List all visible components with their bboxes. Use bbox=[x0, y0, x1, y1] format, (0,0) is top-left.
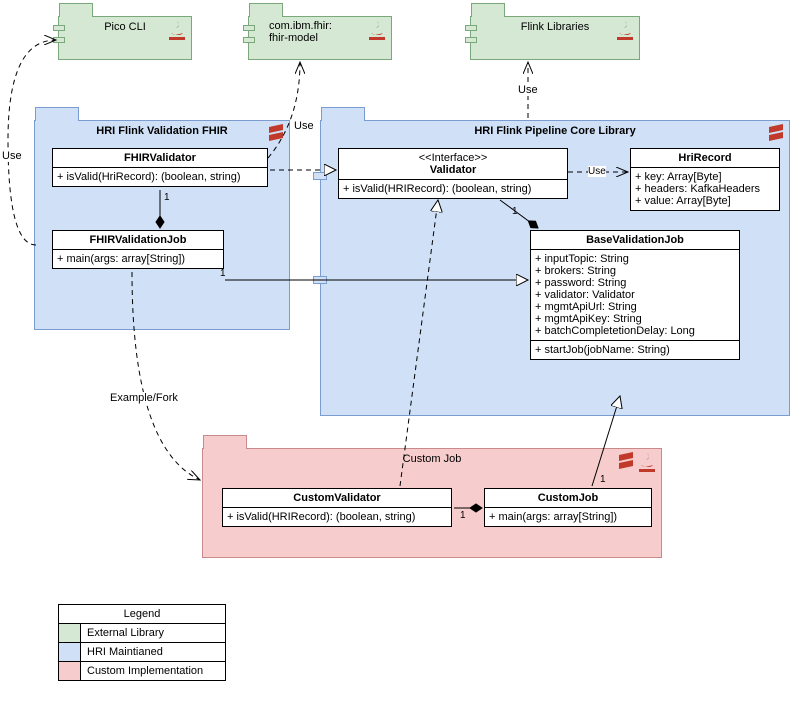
package-title: HRI Flink Pipeline Core Library bbox=[321, 121, 789, 137]
package-pico-cli: Pico CLI bbox=[58, 16, 192, 60]
package-title: Custom Job bbox=[203, 449, 661, 465]
class-stereotype: <<Interface>> bbox=[343, 152, 563, 164]
class-name: CustomValidator bbox=[223, 489, 451, 508]
package-fhir-model: com.ibm.fhir: fhir-model bbox=[248, 16, 392, 60]
class-attr: + mgmtApiKey: String bbox=[535, 313, 735, 325]
edge-label-use: Use bbox=[588, 166, 606, 177]
legend-label: HRI Maintianed bbox=[81, 644, 169, 660]
class-member: + isValid(HriRecord): (boolean, string) bbox=[57, 171, 263, 183]
package-title: HRI Flink Validation FHIR bbox=[35, 121, 289, 137]
edge-label-use: Use bbox=[294, 120, 314, 132]
class-name: Validator bbox=[430, 164, 476, 176]
edge-label-example-fork: Example/Fork bbox=[110, 392, 178, 404]
edge-label-use: Use bbox=[518, 84, 538, 96]
legend-label: External Library bbox=[81, 625, 170, 641]
class-custom-validator: CustomValidator + isValid(HRIRecord): (b… bbox=[222, 488, 452, 527]
legend: Legend External Library HRI Maintianed C… bbox=[58, 604, 226, 681]
java-icon bbox=[637, 451, 657, 473]
class-attr: + batchCompletetionDelay: Long bbox=[535, 325, 735, 337]
class-attr: + inputTopic: String bbox=[535, 253, 735, 265]
scala-icon bbox=[267, 123, 285, 145]
edge-label-use: Use bbox=[2, 150, 22, 162]
java-icon bbox=[167, 19, 187, 41]
class-member: + main(args: array[String]) bbox=[489, 511, 647, 523]
class-base-validation-job: BaseValidationJob + inputTopic: String +… bbox=[530, 230, 740, 360]
class-attr: + mgmtApiUrl: String bbox=[535, 301, 735, 313]
class-name: FHIRValidator bbox=[53, 149, 267, 168]
class-member: + headers: KafkaHeaders bbox=[635, 183, 775, 195]
class-op: + startJob(jobName: String) bbox=[535, 344, 735, 356]
package-title: Flink Libraries bbox=[471, 17, 639, 33]
class-member: + isValid(HRIRecord): (boolean, string) bbox=[343, 183, 563, 195]
package-flink-libraries: Flink Libraries bbox=[470, 16, 640, 60]
class-custom-job: CustomJob + main(args: array[String]) bbox=[484, 488, 652, 527]
class-fhir-validation-job: FHIRValidationJob + main(args: array[Str… bbox=[52, 230, 224, 269]
class-member: + value: Array[Byte] bbox=[635, 195, 775, 207]
class-name: CustomJob bbox=[485, 489, 651, 508]
class-member: + key: Array[Byte] bbox=[635, 171, 775, 183]
class-hri-record: HriRecord + key: Array[Byte] + headers: … bbox=[630, 148, 780, 211]
scala-icon bbox=[767, 123, 785, 145]
class-name: FHIRValidationJob bbox=[53, 231, 223, 250]
class-attr: + password: String bbox=[535, 277, 735, 289]
class-name: BaseValidationJob bbox=[531, 231, 739, 250]
class-fhir-validator: FHIRValidator + isValid(HriRecord): (boo… bbox=[52, 148, 268, 187]
legend-swatch bbox=[59, 643, 81, 661]
java-icon bbox=[615, 19, 635, 41]
class-attr: + validator: Validator bbox=[535, 289, 735, 301]
legend-title: Legend bbox=[59, 605, 225, 624]
class-name: HriRecord bbox=[631, 149, 779, 168]
class-attr: + brokers: String bbox=[535, 265, 735, 277]
class-member: + main(args: array[String]) bbox=[57, 253, 219, 265]
class-member: + isValid(HRIRecord): (boolean, string) bbox=[227, 511, 447, 523]
legend-label: Custom Implementation bbox=[81, 663, 209, 679]
scala-icon bbox=[617, 451, 635, 473]
java-icon bbox=[367, 19, 387, 41]
port-icon bbox=[313, 172, 327, 180]
legend-swatch bbox=[59, 624, 81, 642]
port-icon bbox=[313, 276, 327, 284]
legend-swatch bbox=[59, 662, 81, 680]
class-validator-interface: <<Interface>> Validator + isValid(HRIRec… bbox=[338, 148, 568, 199]
